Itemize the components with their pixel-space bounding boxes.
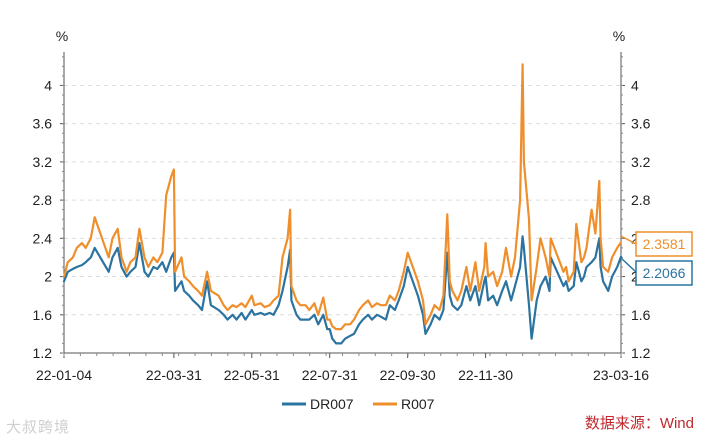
y-tick-label-right: 3.6 bbox=[631, 116, 651, 132]
y-tick-label-left: 4 bbox=[44, 77, 52, 93]
gridlines bbox=[64, 84, 621, 316]
r007-callout-value: 2.3581 bbox=[643, 236, 686, 252]
y-tick-label-left: 3.2 bbox=[33, 154, 53, 170]
watermark-logo: 大叔跨境 bbox=[6, 416, 70, 437]
y-tick-label-right: 2.8 bbox=[631, 192, 651, 208]
right-y-unit-label: % bbox=[613, 28, 625, 44]
left-y-unit-label: % bbox=[56, 28, 68, 44]
x-tick-label: 22-11-30 bbox=[458, 367, 513, 383]
y-tick-label-right: 1.6 bbox=[631, 307, 651, 323]
y-tick-label-right: 2 bbox=[631, 269, 639, 285]
dr007-callout-value: 2.2066 bbox=[643, 265, 686, 281]
series-line-r007 bbox=[62, 63, 623, 331]
legend: DR007 R007 bbox=[282, 396, 435, 412]
y-tick-label-left: 2.4 bbox=[33, 230, 53, 246]
data-source-label: 数据来源：Wind bbox=[584, 415, 694, 432]
series-line-dr007 bbox=[62, 235, 623, 345]
x-tick-label: 22-03-31 bbox=[146, 367, 202, 383]
y-tick-label-left: 2.8 bbox=[33, 192, 53, 208]
dr007-callout-box bbox=[635, 260, 693, 286]
x-tick-label: 22-05-31 bbox=[224, 367, 280, 383]
y-tick-label-right: 4 bbox=[631, 77, 639, 93]
axis-ticks: 1.21.21.61.6222.42.42.82.83.23.23.63.644… bbox=[33, 56, 651, 383]
x-tick-label: 22-09-30 bbox=[380, 367, 436, 383]
x-tick-label: 23-03-16 bbox=[593, 367, 649, 383]
legend-label-dr007: DR007 bbox=[310, 396, 354, 412]
x-tick-label: 22-01-04 bbox=[36, 367, 92, 383]
y-tick-label-left: 3.6 bbox=[33, 116, 53, 132]
dr007-callout-leader bbox=[620, 257, 637, 273]
y-tick-label-right: 3.2 bbox=[631, 154, 651, 170]
r007-callout-box bbox=[635, 231, 693, 257]
legend-label-r007: R007 bbox=[401, 396, 435, 412]
r007-callout-leader bbox=[620, 235, 637, 245]
value-callouts: 2.3581 2.2066 bbox=[620, 231, 693, 286]
x-tick-label: 22-07-31 bbox=[302, 367, 358, 383]
watermark-text: 大叔跨境 bbox=[6, 418, 71, 436]
y-tick-label-right: 1.2 bbox=[631, 345, 651, 361]
y-tick-label-left: 1.6 bbox=[33, 307, 53, 323]
y-tick-label-left: 2 bbox=[44, 269, 52, 285]
axes: % % bbox=[56, 28, 625, 354]
y-tick-label-left: 1.2 bbox=[33, 345, 53, 361]
series-lines bbox=[62, 63, 623, 345]
